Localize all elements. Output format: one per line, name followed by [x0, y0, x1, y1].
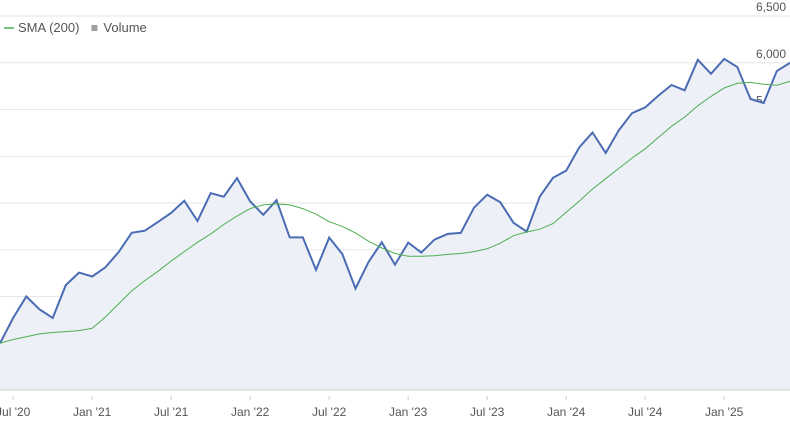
legend-label: SMA (200)	[18, 20, 79, 35]
x-tick-label: Jul '21	[154, 405, 189, 419]
area-fill	[0, 58, 790, 391]
x-tick-label: Jan '24	[547, 405, 586, 419]
legend-label: Volume	[103, 20, 146, 35]
price-line	[0, 57, 790, 344]
x-tick-label: Jul '20	[0, 405, 31, 419]
x-tick-label: Jan '21	[73, 405, 112, 419]
x-tick-label: Jul '22	[312, 405, 347, 419]
x-tick-label: Jul '23	[470, 405, 505, 419]
y-tick-label: 6,000	[756, 47, 786, 61]
y-tick-label: 6,500	[756, 0, 786, 14]
legend-swatch	[91, 25, 98, 31]
x-tick-label: Jan '23	[389, 405, 428, 419]
sma-line	[0, 80, 790, 344]
x-tick-label: Jul '24	[628, 405, 663, 419]
x-tick-label: Jan '22	[231, 405, 270, 419]
x-tick-label: Jan '25	[705, 405, 744, 419]
